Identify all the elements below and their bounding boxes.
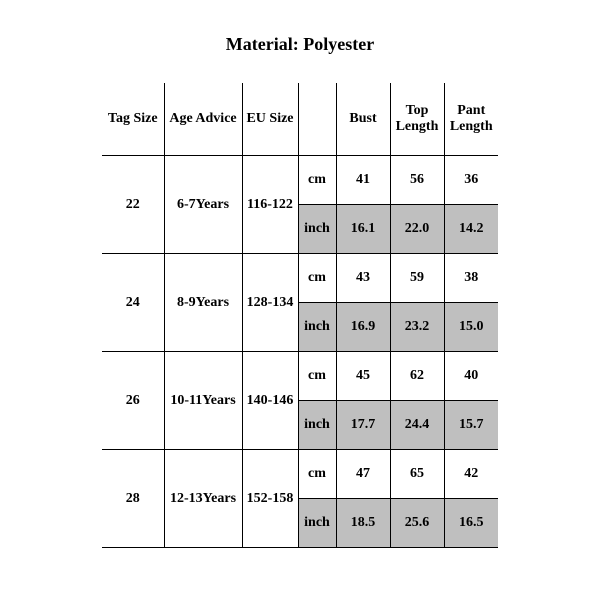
cell-top-cm: 59 bbox=[390, 254, 444, 303]
cell-unit-cm: cm bbox=[298, 156, 336, 205]
cell-top-inch: 22.0 bbox=[390, 205, 444, 254]
col-top-length: Top Length bbox=[390, 83, 444, 156]
size-table: Tag Size Age Advice EU Size Bust Top Len… bbox=[102, 83, 498, 548]
cell-bust-cm: 41 bbox=[336, 156, 390, 205]
cell-unit-inch: inch bbox=[298, 303, 336, 352]
cell-bust-inch: 16.9 bbox=[336, 303, 390, 352]
col-unit bbox=[298, 83, 336, 156]
cell-top-inch: 25.6 bbox=[390, 499, 444, 548]
table-row: 22 6-7Years 116-122 cm 41 56 36 bbox=[102, 156, 498, 205]
cell-pant-inch: 14.2 bbox=[444, 205, 498, 254]
cell-top-cm: 65 bbox=[390, 450, 444, 499]
cell-eu: 152-158 bbox=[242, 450, 298, 548]
cell-top-cm: 62 bbox=[390, 352, 444, 401]
cell-pant-inch: 16.5 bbox=[444, 499, 498, 548]
cell-unit-cm: cm bbox=[298, 254, 336, 303]
cell-tag: 26 bbox=[102, 352, 164, 450]
cell-bust-inch: 17.7 bbox=[336, 401, 390, 450]
cell-age: 12-13Years bbox=[164, 450, 242, 548]
col-tag-size: Tag Size bbox=[102, 83, 164, 156]
cell-pant-cm: 40 bbox=[444, 352, 498, 401]
col-age-advice: Age Advice bbox=[164, 83, 242, 156]
table-row: 26 10-11Years 140-146 cm 45 62 40 bbox=[102, 352, 498, 401]
cell-pant-inch: 15.0 bbox=[444, 303, 498, 352]
cell-tag: 24 bbox=[102, 254, 164, 352]
cell-pant-inch: 15.7 bbox=[444, 401, 498, 450]
cell-age: 6-7Years bbox=[164, 156, 242, 254]
cell-pant-cm: 36 bbox=[444, 156, 498, 205]
cell-pant-cm: 42 bbox=[444, 450, 498, 499]
cell-eu: 128-134 bbox=[242, 254, 298, 352]
cell-top-inch: 24.4 bbox=[390, 401, 444, 450]
cell-age: 10-11Years bbox=[164, 352, 242, 450]
col-pant-length: Pant Length bbox=[444, 83, 498, 156]
table-header-row: Tag Size Age Advice EU Size Bust Top Len… bbox=[102, 83, 498, 156]
cell-unit-inch: inch bbox=[298, 205, 336, 254]
cell-bust-inch: 18.5 bbox=[336, 499, 390, 548]
cell-bust-cm: 45 bbox=[336, 352, 390, 401]
cell-unit-inch: inch bbox=[298, 499, 336, 548]
cell-pant-cm: 38 bbox=[444, 254, 498, 303]
table-row: 24 8-9Years 128-134 cm 43 59 38 bbox=[102, 254, 498, 303]
cell-bust-cm: 47 bbox=[336, 450, 390, 499]
cell-unit-cm: cm bbox=[298, 352, 336, 401]
cell-eu: 116-122 bbox=[242, 156, 298, 254]
cell-top-inch: 23.2 bbox=[390, 303, 444, 352]
col-bust: Bust bbox=[336, 83, 390, 156]
cell-eu: 140-146 bbox=[242, 352, 298, 450]
col-eu-size: EU Size bbox=[242, 83, 298, 156]
cell-tag: 22 bbox=[102, 156, 164, 254]
page-title: Material: Polyester bbox=[0, 0, 600, 83]
cell-age: 8-9Years bbox=[164, 254, 242, 352]
cell-top-cm: 56 bbox=[390, 156, 444, 205]
cell-unit-inch: inch bbox=[298, 401, 336, 450]
cell-bust-cm: 43 bbox=[336, 254, 390, 303]
cell-bust-inch: 16.1 bbox=[336, 205, 390, 254]
cell-unit-cm: cm bbox=[298, 450, 336, 499]
cell-tag: 28 bbox=[102, 450, 164, 548]
table-row: 28 12-13Years 152-158 cm 47 65 42 bbox=[102, 450, 498, 499]
page: Material: Polyester Tag Size Age Advice … bbox=[0, 0, 600, 600]
